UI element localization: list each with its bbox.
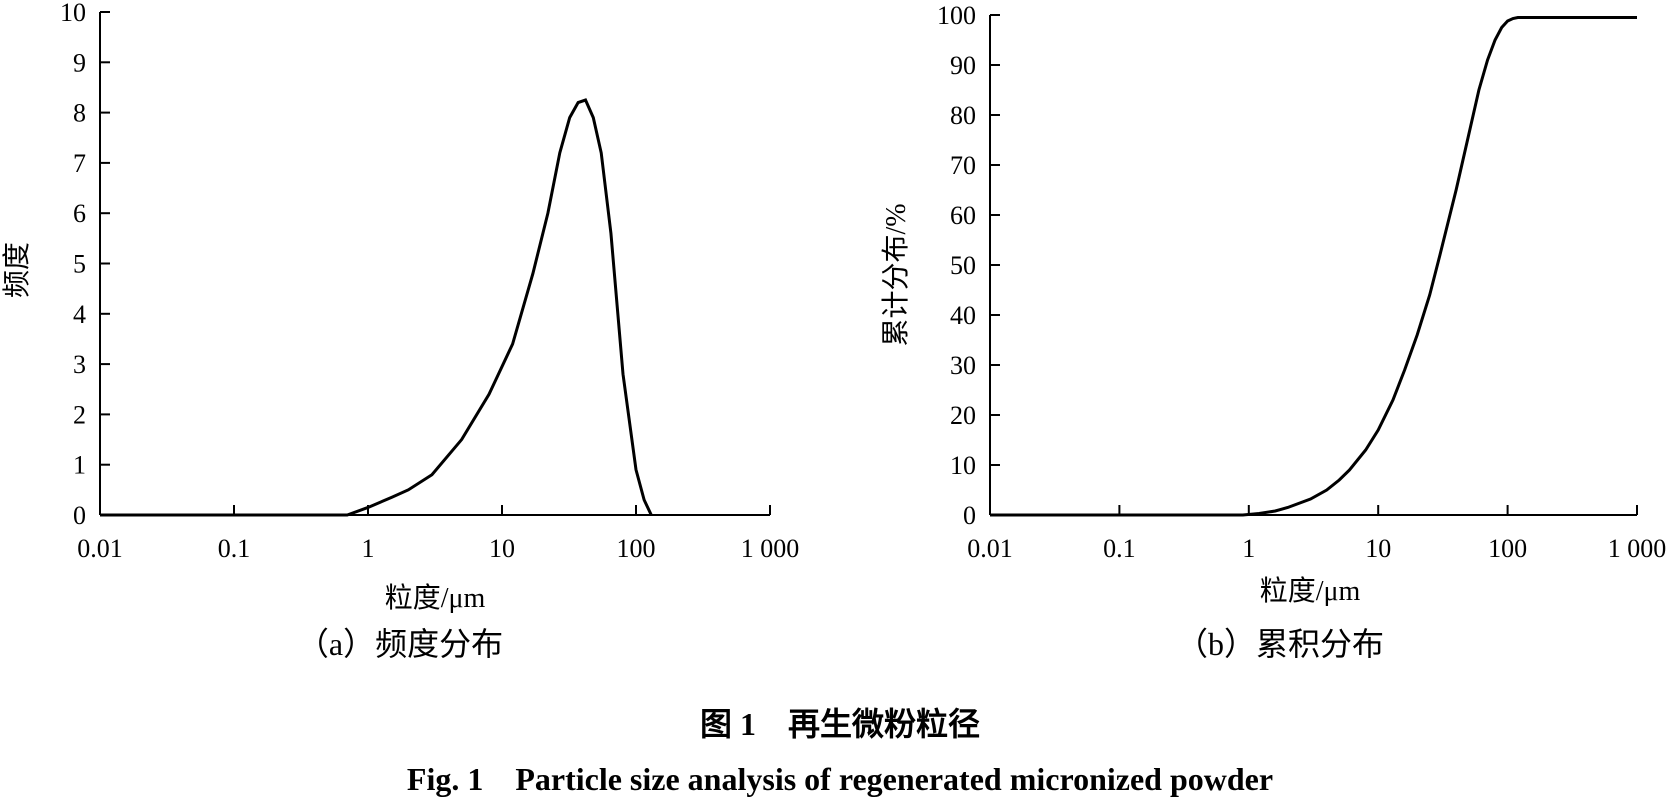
chart-a-y-tick-label: 2 <box>73 400 86 429</box>
chart-a-y-tick-label: 8 <box>73 99 86 128</box>
chart-b-x-tick-label: 100 <box>1488 534 1527 563</box>
chart-b-y-tick-label: 30 <box>950 351 976 380</box>
chart-b-x-tick-label: 0.01 <box>967 534 1013 563</box>
chart-b-y-tick-label: 90 <box>950 51 976 80</box>
chart-b-subtitle: （b）累积分布 <box>1176 626 1384 662</box>
chart-a-y-tick-label: 9 <box>73 48 86 77</box>
chart-a-y-tick-label: 6 <box>73 199 86 228</box>
chart-a-x-tick-label: 1 <box>362 534 375 563</box>
chart-b-y-title: 累计分布/% <box>880 203 912 346</box>
chart-b-y-tick-label: 0 <box>963 501 976 530</box>
chart-b: 0 10 20 30 40 50 60 70 80 90 100 0.01 0.1 1 10 100 1 00… <box>880 1 1666 662</box>
chart-b-x-tick-label: 1 000 <box>1608 534 1667 563</box>
chart-a-y-tick-label: 7 <box>73 149 86 178</box>
chart-b-y-tick-label: 20 <box>950 401 976 430</box>
chart-a-y-ticks: 0 1 2 3 4 5 6 7 8 9 10 <box>60 0 110 530</box>
chart-a-x-tick-label: 100 <box>617 534 656 563</box>
chart-a-series-line <box>100 98 653 517</box>
chart-b-y-tick-label: 60 <box>950 201 976 230</box>
chart-a-y-tick-label: 4 <box>73 300 86 329</box>
chart-b-x-ticks: 0.01 0.1 1 10 100 1 000 <box>967 505 1666 563</box>
chart-b-y-ticks: 0 10 20 30 40 50 60 70 80 90 100 <box>937 1 1000 530</box>
chart-a-y-tick-label: 3 <box>73 350 86 379</box>
chart-b-series-line <box>990 16 1637 517</box>
chart-a-x-title: 粒度/μm <box>385 582 486 614</box>
chart-b-y-tick-label: 70 <box>950 151 976 180</box>
chart-b-y-tick-label: 40 <box>950 301 976 330</box>
chart-a-x-tick-label: 10 <box>489 534 515 563</box>
figure-caption-en: Fig. 1 Particle size analysis of regener… <box>407 761 1273 797</box>
chart-a-x-tick-label: 0.01 <box>77 534 123 563</box>
chart-a: 0 1 2 3 4 5 6 7 8 9 10 0.01 0.1 1 10 100 1 000 粒度/μm 频度… <box>1 0 799 662</box>
chart-a-x-tick-label: 1 000 <box>741 534 800 563</box>
chart-a-subtitle: （a）频度分布 <box>297 626 503 662</box>
chart-a-x-tick-label: 0.1 <box>218 534 251 563</box>
chart-b-y-tick-label: 100 <box>937 1 976 30</box>
chart-b-x-tick-label: 0.1 <box>1103 534 1136 563</box>
chart-a-x-ticks: 0.01 0.1 1 10 100 1 000 <box>77 505 799 563</box>
chart-a-y-title: 频度 <box>1 242 33 298</box>
chart-a-y-tick-label: 10 <box>60 0 86 27</box>
chart-b-x-tick-label: 1 <box>1242 534 1255 563</box>
chart-a-y-tick-label: 5 <box>73 250 86 279</box>
figure-caption-cn: 图 1 再生微粉粒径 <box>700 706 980 742</box>
chart-b-y-tick-label: 50 <box>950 251 976 280</box>
chart-b-x-tick-label: 10 <box>1365 534 1391 563</box>
chart-b-y-tick-label: 80 <box>950 101 976 130</box>
chart-a-y-tick-label: 0 <box>73 501 86 530</box>
chart-a-y-tick-label: 1 <box>73 451 86 480</box>
chart-b-y-tick-label: 10 <box>950 451 976 480</box>
chart-b-x-title: 粒度/μm <box>1260 575 1361 607</box>
